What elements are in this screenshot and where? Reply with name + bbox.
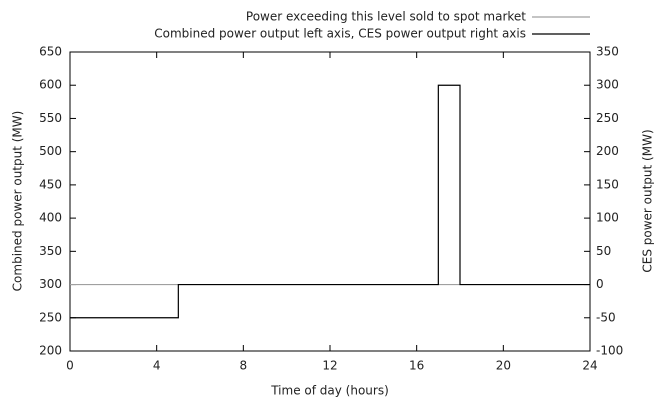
y-tick-label: 400	[39, 211, 62, 225]
legend-label: Power exceeding this level sold to spot …	[246, 10, 526, 24]
y2-tick-label: 100	[596, 211, 619, 225]
x-axis-label: Time of day (hours)	[270, 384, 389, 398]
y2-tick-label: 0	[596, 277, 604, 291]
y-tick-label: 650	[39, 45, 62, 59]
y-axis-label: Combined power output (MW)	[11, 111, 25, 292]
y-tick-label: 300	[39, 277, 62, 291]
y2-tick-label: -50	[596, 310, 616, 324]
y2-tick-label: 350	[596, 45, 619, 59]
x-tick-label: 12	[322, 359, 337, 373]
y-tick-label: 350	[39, 244, 62, 258]
y-tick-label: 550	[39, 111, 62, 125]
x-tick-label: 24	[582, 359, 597, 373]
y-tick-label: 600	[39, 78, 62, 92]
x-tick-label: 8	[240, 359, 248, 373]
x-tick-label: 16	[409, 359, 424, 373]
y2-tick-label: 250	[596, 111, 619, 125]
x-tick-label: 0	[66, 359, 74, 373]
y2-tick-label: 50	[596, 244, 611, 258]
legend-label: Combined power output left axis, CES pow…	[154, 27, 526, 41]
series-line	[70, 84, 590, 319]
x-tick-label: 4	[153, 359, 161, 373]
y2-tick-label: -100	[596, 344, 623, 358]
y-tick-label: 500	[39, 144, 62, 158]
y2-tick-label: 200	[596, 144, 619, 158]
x-tick-label: 20	[496, 359, 511, 373]
y2-tick-label: 150	[596, 177, 619, 191]
y-tick-label: 250	[39, 310, 62, 324]
y-tick-label: 200	[39, 344, 62, 358]
y2-tick-label: 300	[596, 78, 619, 92]
y-tick-label: 450	[39, 177, 62, 191]
plot-frame	[69, 51, 591, 352]
y2-axis-label: CES power output (MW)	[641, 129, 655, 272]
